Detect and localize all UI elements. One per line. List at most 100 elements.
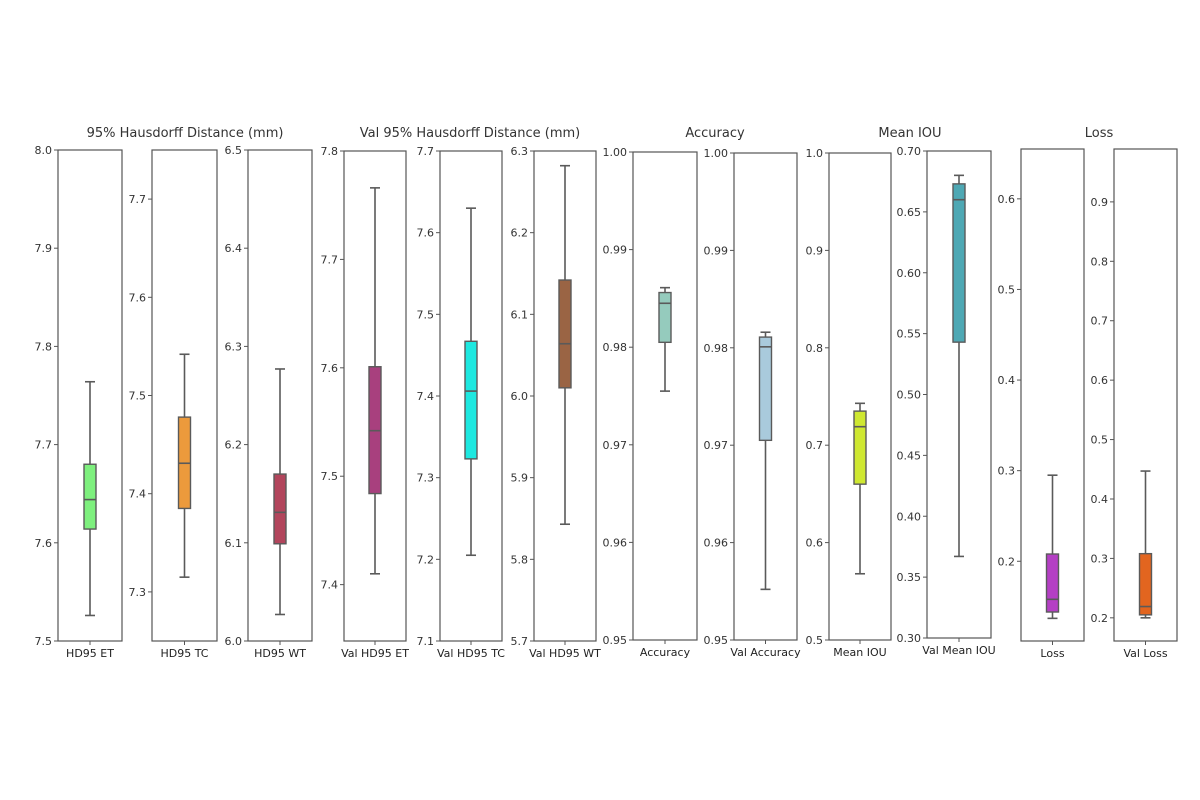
y-tick-label: 0.2 xyxy=(1091,612,1109,625)
iqr-box xyxy=(273,473,287,545)
x-tick-label: Val Mean IOU xyxy=(922,644,995,657)
y-tick-label: 0.60 xyxy=(897,267,922,280)
y-tick-label: 0.4 xyxy=(998,374,1016,387)
y-tick-label: 0.3 xyxy=(1091,552,1109,565)
y-tick-label: 7.9 xyxy=(35,242,53,255)
y-tick-label: 8.0 xyxy=(35,144,53,157)
y-tick-label: 7.7 xyxy=(35,439,53,452)
y-tick-label: 0.9 xyxy=(806,244,824,257)
y-tick-label: 0.6 xyxy=(998,193,1016,206)
iqr-box xyxy=(853,410,867,485)
y-tick-label: 7.7 xyxy=(129,193,147,206)
x-tick-label: Val Accuracy xyxy=(730,646,801,659)
x-tick-label: Val HD95 WT xyxy=(529,647,601,660)
y-tick-label: 0.8 xyxy=(806,342,824,355)
panel-val-accuracy: 0.95 0.96 0.97 0.98 0.99 1.00 Val Accuracy xyxy=(704,147,802,659)
y-tick-label: 6.1 xyxy=(511,308,529,321)
y-tick-label: 0.9 xyxy=(1091,196,1109,209)
group-title: Loss xyxy=(1085,126,1114,141)
panel-hd95-tc: 7.3 7.4 7.5 7.6 7.7 HD95 TC xyxy=(129,149,218,660)
x-tick-label: Val Loss xyxy=(1123,647,1167,660)
y-tick-label: 0.97 xyxy=(603,439,628,452)
y-tick-label: 7.6 xyxy=(129,291,147,304)
y-tick-label: 6.5 xyxy=(225,144,243,157)
y-tick-label: 0.5 xyxy=(1091,434,1109,447)
iqr-box xyxy=(558,279,572,389)
panel-mean-iou: 0.5 0.6 0.7 0.8 0.9 1.0 Mean IOU xyxy=(806,147,892,659)
y-tick-label: 0.50 xyxy=(897,389,922,402)
y-tick-label: 6.3 xyxy=(225,340,243,353)
y-tick-label: 7.3 xyxy=(129,586,147,599)
y-tick-label: 0.95 xyxy=(603,634,628,647)
x-tick-label: Val HD95 ET xyxy=(341,647,409,660)
y-tick-label: 1.0 xyxy=(806,147,824,160)
x-tick-label: HD95 WT xyxy=(254,647,306,660)
y-tick-label: 6.2 xyxy=(511,227,529,240)
y-tick-label: 0.6 xyxy=(1091,374,1109,387)
iqr-box xyxy=(758,336,773,442)
y-tick-label: 0.5 xyxy=(806,634,824,647)
y-tick-label: 7.4 xyxy=(417,390,435,403)
y-tick-label: 7.8 xyxy=(321,145,339,158)
y-tick-label: 0.70 xyxy=(897,145,922,158)
panel-val-hd95-wt: 5.7 5.8 5.9 6.0 6.1 6.2 6.3 Val HD95 WT xyxy=(511,145,602,660)
y-tick-label: 7.4 xyxy=(321,579,339,592)
y-tick-label: 0.97 xyxy=(704,439,729,452)
y-tick-label: 1.00 xyxy=(704,147,729,160)
y-tick-label: 0.55 xyxy=(897,328,922,341)
y-tick-label: 0.35 xyxy=(897,571,922,584)
y-tick-label: 7.6 xyxy=(417,227,435,240)
x-tick-label: Val HD95 TC xyxy=(437,647,505,660)
group-title: Accuracy xyxy=(685,126,745,141)
y-tick-label: 0.7 xyxy=(1091,315,1109,328)
panel-accuracy: 0.95 0.96 0.97 0.98 0.99 1.00 Accuracy xyxy=(603,146,698,659)
iqr-box xyxy=(83,463,97,530)
iqr-box xyxy=(658,291,672,344)
panel-val-hd95-tc: 7.1 7.2 7.3 7.4 7.5 7.6 7.7 Val HD95 TC xyxy=(417,145,506,660)
y-tick-label: 7.5 xyxy=(321,470,339,483)
y-tick-label: 0.96 xyxy=(603,536,628,549)
y-tick-label: 7.8 xyxy=(35,340,53,353)
y-tick-label: 0.98 xyxy=(603,341,628,354)
y-tick-label: 7.3 xyxy=(417,472,435,485)
y-tick-label: 7.7 xyxy=(417,145,435,158)
iqr-box xyxy=(1138,552,1153,616)
y-tick-label: 0.45 xyxy=(897,449,922,462)
panel-hd95-wt: 6.0 6.1 6.2 6.3 6.4 6.5 HD95 WT xyxy=(225,144,313,660)
y-tick-label: 7.4 xyxy=(129,488,147,501)
x-tick-label: Accuracy xyxy=(640,646,691,659)
y-tick-label: 6.2 xyxy=(225,439,243,452)
y-tick-label: 0.5 xyxy=(998,283,1016,296)
y-tick-label: 5.7 xyxy=(511,635,529,648)
y-tick-label: 0.6 xyxy=(806,537,824,550)
x-tick-label: Mean IOU xyxy=(833,646,886,659)
iqr-box xyxy=(1045,553,1060,613)
y-tick-label: 5.8 xyxy=(511,553,529,566)
y-tick-label: 7.2 xyxy=(417,553,435,566)
y-tick-label: 7.6 xyxy=(321,362,339,375)
x-tick-label: HD95 TC xyxy=(161,647,209,660)
axes-frame xyxy=(632,151,698,641)
panel-val-loss: 0.2 0.3 0.4 0.5 0.6 0.7 0.8 0.9 Val Loss xyxy=(1091,148,1178,660)
y-tick-label: 7.5 xyxy=(129,390,147,403)
y-tick-label: 0.30 xyxy=(897,632,922,645)
y-tick-label: 0.98 xyxy=(704,342,729,355)
y-tick-label: 7.7 xyxy=(321,253,339,266)
y-tick-label: 5.9 xyxy=(511,472,529,485)
y-tick-label: 0.99 xyxy=(603,244,628,257)
y-tick-label: 6.3 xyxy=(511,145,529,158)
panel-val-hd95-et: 7.4 7.5 7.6 7.7 7.8 Val HD95 ET xyxy=(321,145,410,660)
group-title: 95% Hausdorff Distance (mm) xyxy=(87,126,284,141)
y-tick-label: 6.0 xyxy=(511,390,529,403)
y-tick-label: 1.00 xyxy=(603,146,628,159)
y-tick-label: 6.0 xyxy=(225,635,243,648)
x-tick-label: HD95 ET xyxy=(66,647,114,660)
iqr-box xyxy=(464,340,478,460)
y-tick-label: 0.8 xyxy=(1091,255,1109,268)
panel-hd95-et: 7.5 7.6 7.7 7.8 7.9 8.0 HD95 ET xyxy=(35,144,123,660)
y-tick-label: 0.2 xyxy=(998,555,1016,568)
iqr-box xyxy=(952,183,966,343)
y-tick-label: 0.95 xyxy=(704,634,729,647)
group-title: Val 95% Hausdorff Distance (mm) xyxy=(360,126,580,141)
